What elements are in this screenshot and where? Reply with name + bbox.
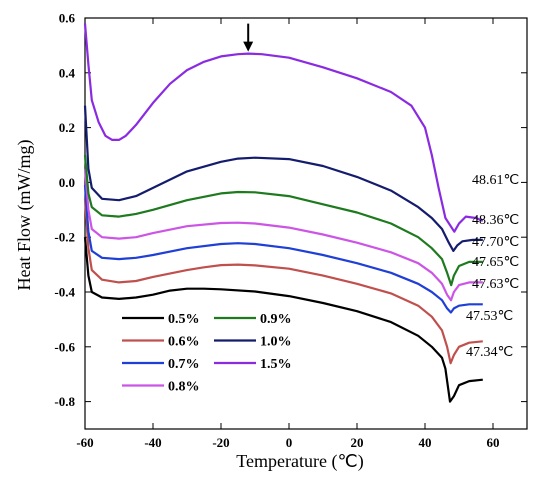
peak-label: 47.65℃ <box>472 255 519 270</box>
series-line-0.5pct <box>83 237 483 403</box>
x-tick-label: 40 <box>419 435 432 450</box>
series-line-0.7pct <box>83 185 483 314</box>
legend-label: 0.8% <box>168 380 200 395</box>
y-tick-label: 0.4 <box>59 65 76 80</box>
legend-label: 1.0% <box>260 335 292 350</box>
legend-label: 1.5% <box>260 357 292 372</box>
y-tick-label: -0.2 <box>54 230 75 245</box>
plot-frame <box>84 17 528 430</box>
legend-label: 0.6% <box>168 335 200 350</box>
legend-label: 0.9% <box>260 312 292 327</box>
series-line-1.0pct <box>83 105 483 252</box>
peak-label: 47.34℃ <box>466 345 513 360</box>
legend: 0.5% 0.9% 0.6% 1.0% 0.7% 1.5% 0.8% <box>122 312 292 395</box>
y-tick-label: -0.8 <box>54 394 75 409</box>
arrow-annotation <box>243 23 254 52</box>
series-line-0.8pct <box>83 168 483 302</box>
legend-label: 0.7% <box>168 357 200 372</box>
y-tick-label: 0.2 <box>59 120 75 135</box>
x-tick-label: -40 <box>144 435 161 450</box>
y-tick-label: -0.6 <box>54 339 75 354</box>
peak-label: 47.70℃ <box>472 235 519 250</box>
series-layer <box>83 23 484 403</box>
x-tick-label: 60 <box>487 435 500 450</box>
y-tick-label: 0.6 <box>59 11 76 26</box>
peak-label: 48.36℃ <box>472 213 519 228</box>
arrow-head <box>243 41 254 52</box>
legend-label: 0.5% <box>168 312 200 327</box>
y-axis-label: Heat Flow (mW/mg) <box>14 140 35 291</box>
y-tick-label: -0.4 <box>54 285 75 300</box>
x-axis-label: Temperature (℃) <box>236 451 363 472</box>
x-tick-label: 0 <box>286 435 293 450</box>
peak-label: 48.61℃ <box>472 173 519 188</box>
x-tick-label: 20 <box>351 435 364 450</box>
series-line-0.6pct <box>83 198 483 365</box>
peak-labels: 48.61℃ 48.36℃ 47.70℃ 47.65℃ 47.63℃ 47.53℃ 47.3… <box>466 173 519 360</box>
x-tick-label: -20 <box>212 435 229 450</box>
series-line-1.5pct <box>83 23 484 233</box>
series-line-0.9pct <box>83 154 483 287</box>
x-tick-label: -60 <box>76 435 93 450</box>
plot-area: -60 -40 -20 0 20 40 60 0.6 0.4 0.2 0.0 -0.2 -0.4 -0.6… <box>54 11 528 450</box>
peak-label: 47.63℃ <box>472 277 519 292</box>
y-tick-label: 0.0 <box>59 175 75 190</box>
peak-label: 47.53℃ <box>466 309 513 324</box>
